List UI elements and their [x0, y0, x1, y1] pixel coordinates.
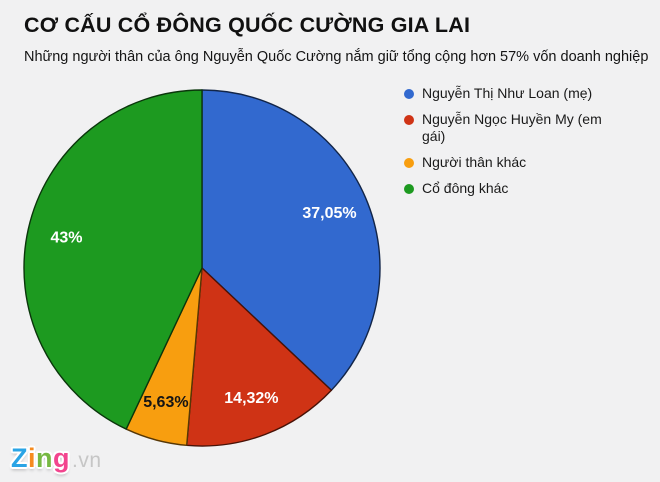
legend-color-dot-icon — [404, 115, 414, 125]
watermark-letter: Z — [11, 443, 28, 473]
legend-label: Nguyễn Ngọc Huyền My (em gái) — [422, 111, 602, 144]
pie-slice — [186, 267, 333, 447]
legend-item: Cổ đông khác — [404, 180, 622, 197]
pie-slice-value-label: 5,63% — [143, 394, 188, 411]
legend-label: Người thân khác — [422, 154, 527, 170]
pie-slice-value-label: 37,05% — [302, 205, 356, 222]
legend-label: Nguyễn Thị Như Loan (mẹ) — [422, 85, 593, 101]
pie-chart: 37,05% 14,32% 5,63% 43% — [23, 89, 381, 447]
pie-slice — [23, 89, 203, 430]
chart-title: CƠ CẤU CỔ ĐÔNG QUỐC CƯỜNG GIA LAI — [24, 13, 471, 37]
chart-legend: Nguyễn Thị Như Loan (mẹ) Nguyễn Ngọc Huyề… — [404, 85, 622, 206]
zing-watermark-logo: Zing.vn — [11, 443, 102, 474]
watermark-letter: g — [53, 443, 71, 473]
legend-color-dot-icon — [404, 184, 414, 194]
legend-label: Cổ đông khác — [422, 180, 509, 196]
legend-item: Người thân khác — [404, 154, 622, 171]
legend-item: Nguyễn Thị Như Loan (mẹ) — [404, 85, 622, 102]
pie-slice-value-label: 43% — [50, 230, 82, 247]
watermark-letter: n — [36, 443, 54, 473]
watermark-letter: i — [28, 443, 37, 473]
legend-item: Nguyễn Ngọc Huyền My (em gái) — [404, 111, 622, 145]
legend-color-dot-icon — [404, 89, 414, 99]
watermark-suffix: .vn — [72, 449, 102, 472]
legend-color-dot-icon — [404, 158, 414, 168]
chart-subtitle: Những người thân của ông Nguyễn Quốc Cườ… — [24, 49, 649, 65]
pie-slice-value-label: 14,32% — [224, 390, 278, 407]
pie-slice — [201, 89, 381, 391]
